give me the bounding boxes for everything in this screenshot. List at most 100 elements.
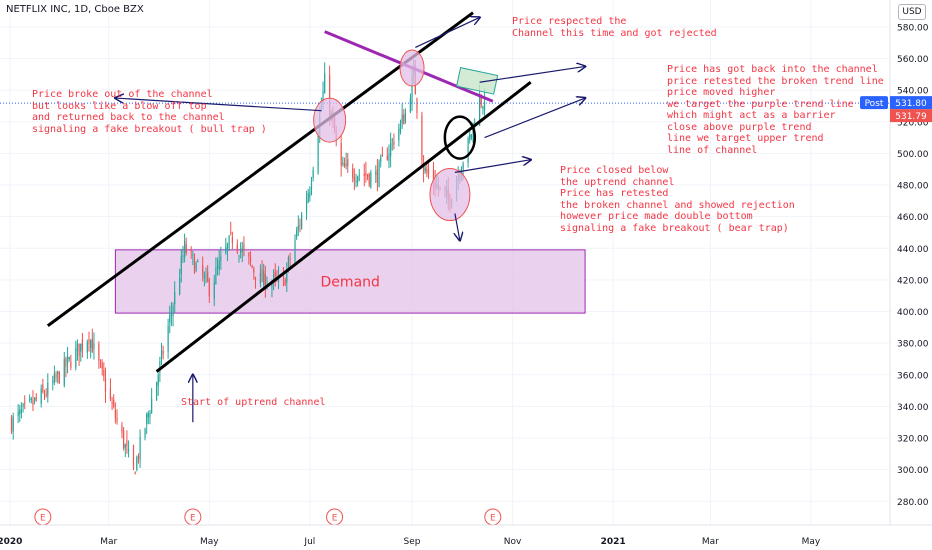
candle-2020-03-05 <box>114 409 116 418</box>
candle-2020-05-15 <box>231 236 233 243</box>
candle-2020-03-02 <box>109 388 112 399</box>
candle-2020-09-11 <box>427 168 430 175</box>
candle-2020-05-19 <box>238 255 240 257</box>
candle-2020-06-25 <box>299 224 301 226</box>
candle-2020-01-03 <box>12 416 14 432</box>
earnings-marker-label: E <box>40 514 46 524</box>
candle-2020-03-26 <box>149 412 151 418</box>
candle-2020-03-11 <box>124 444 126 449</box>
candle-2020-02-28 <box>104 378 107 392</box>
candle-2020-01-17 <box>35 397 37 400</box>
candle-2020-06-15 <box>282 275 285 278</box>
candle-2020-01-28 <box>53 373 55 383</box>
candle-2020-08-21 <box>393 141 395 145</box>
candle-2020-05-01 <box>208 280 210 297</box>
candle-2020-08-17 <box>386 155 388 160</box>
candle-2020-05-26 <box>249 257 252 263</box>
y-tick-label: 380.00 <box>897 340 929 350</box>
candle-2020-05-05 <box>215 267 217 285</box>
candle-2020-07-23 <box>345 163 347 167</box>
candle-2020-05-07 <box>218 260 220 270</box>
last-price-value: 531.79 <box>895 112 927 122</box>
candle-2020-06-16 <box>284 279 286 286</box>
candle-2020-01-15 <box>32 400 34 405</box>
candle-2020-06-22 <box>294 239 296 261</box>
candle-2020-04-20 <box>190 249 192 252</box>
candle-2020-06-10 <box>274 271 276 276</box>
candle-2020-06-09 <box>272 274 275 281</box>
candle-2020-02-21 <box>93 343 95 350</box>
candle-2020-04-21 <box>192 254 194 256</box>
y-tick-label: 420.00 <box>897 276 929 286</box>
candle-2020-01-23 <box>45 394 47 396</box>
candle-2020-07-31 <box>358 174 360 176</box>
candle-2020-03-13 <box>127 448 130 451</box>
candle-2020-02-27 <box>103 370 105 377</box>
candle-2020-05-11 <box>225 247 227 253</box>
highlight-retest <box>443 115 477 160</box>
y-tick-label: 340.00 <box>897 403 929 413</box>
candle-2020-07-09 <box>322 91 324 103</box>
candle-2020-09-14 <box>432 170 435 185</box>
y-tick-label: 440.00 <box>897 245 929 255</box>
candle-2020-03-18 <box>136 457 138 470</box>
earnings-marker-label: E <box>332 514 338 524</box>
candle-2020-01-29 <box>55 374 57 378</box>
arrow-target-purple <box>479 66 585 83</box>
candle-2020-04-10 <box>174 291 176 305</box>
candle-2020-03-16 <box>132 445 135 469</box>
candle-2020-07-01 <box>309 191 311 198</box>
annotation-start-channel: Start of uptrend channel <box>181 397 326 408</box>
candle-2020-08-12 <box>378 161 380 187</box>
arrow-down <box>455 213 460 240</box>
candle-2020-03-31 <box>157 375 159 386</box>
x-tick-label: May <box>200 537 219 547</box>
candle-2020-05-04 <box>213 281 215 300</box>
candle-2020-09-09 <box>424 167 426 171</box>
x-tick-label: Mar <box>702 537 719 547</box>
currency-button[interactable]: USD <box>898 4 926 20</box>
candle-2020-02-03 <box>63 359 65 386</box>
candle-2020-01-27 <box>52 381 54 383</box>
candle-2020-08-24 <box>398 128 400 141</box>
candle-2020-04-28 <box>203 275 205 279</box>
candle-2020-07-24 <box>347 159 349 167</box>
candle-2020-06-03 <box>263 270 265 285</box>
candle-2020-03-06 <box>116 417 118 421</box>
y-tick-label: 400.00 <box>897 308 929 318</box>
candle-2020-07-28 <box>353 176 355 181</box>
candle-2020-08-10 <box>375 172 377 175</box>
candle-2020-05-20 <box>240 250 242 253</box>
candle-2020-09-04 <box>416 98 418 114</box>
candle-2020-05-14 <box>230 232 232 234</box>
candle-2020-09-10 <box>426 168 428 173</box>
candle-2020-06-17 <box>286 269 288 283</box>
candle-2020-05-18 <box>236 244 238 252</box>
candle-2020-06-04 <box>264 274 266 290</box>
candle-2020-03-10 <box>123 430 125 448</box>
candle-2020-06-18 <box>287 257 290 267</box>
highlight-double-bottom <box>429 168 471 222</box>
candle-2020-09-07 <box>421 115 423 161</box>
candle-2020-02-04 <box>65 358 67 368</box>
arrow-rejected <box>415 17 479 48</box>
y-tick-label: 580.00 <box>897 23 929 33</box>
candle-2020-06-26 <box>301 214 303 229</box>
candle-2020-05-06 <box>216 266 219 269</box>
candle-2020-08-06 <box>368 173 370 185</box>
candle-2020-07-21 <box>342 163 344 165</box>
candle-2020-06-02 <box>261 269 263 282</box>
arrow-target-upper <box>484 98 586 139</box>
candle-2020-07-29 <box>355 180 357 183</box>
candle-2020-08-07 <box>370 172 372 188</box>
y-tick-label: 500.00 <box>897 150 929 160</box>
candle-2020-04-13 <box>179 277 181 295</box>
candle-2020-02-17 <box>86 341 88 353</box>
candle-2020-02-07 <box>70 361 72 368</box>
candle-2020-07-13 <box>329 75 331 116</box>
candle-2020-03-12 <box>126 440 128 447</box>
candle-2020-08-25 <box>399 121 402 133</box>
candle-2020-07-30 <box>357 176 359 183</box>
candle-2020-01-14 <box>30 398 32 401</box>
